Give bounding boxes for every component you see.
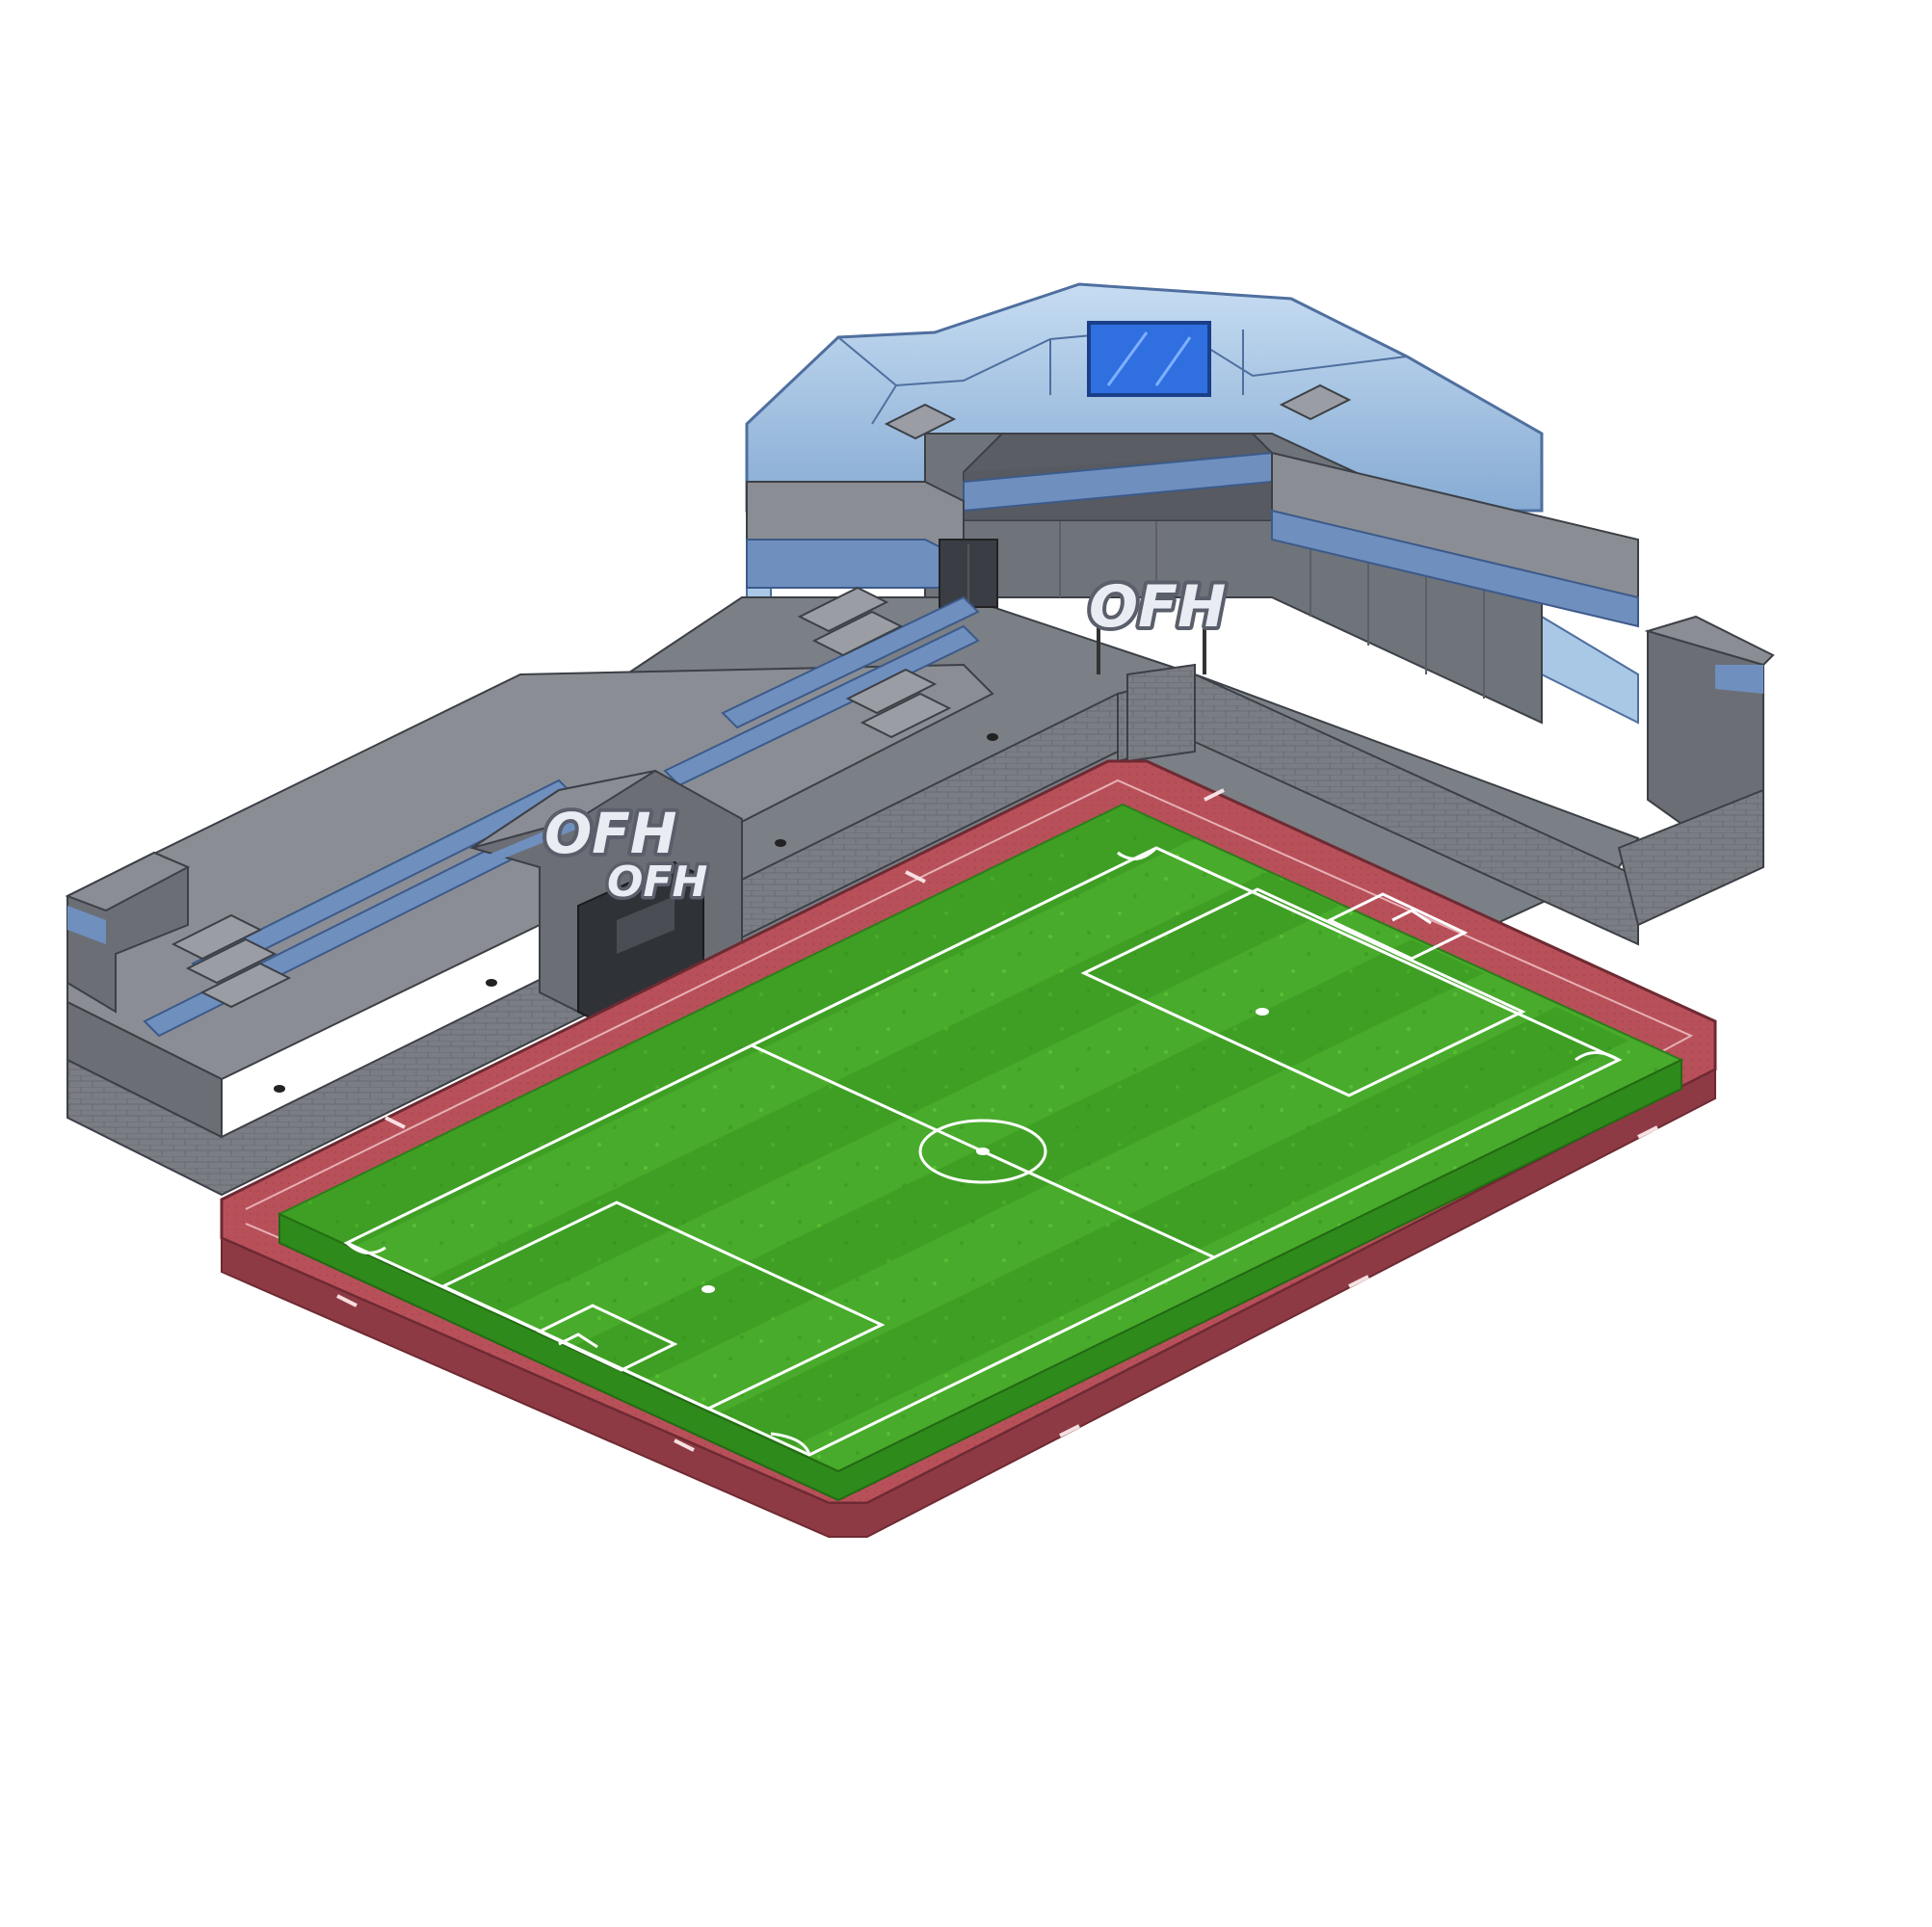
- ofh-sign-main-text: OFH: [1089, 573, 1226, 641]
- football-pitch: [277, 803, 1684, 1502]
- speaker-icon: [987, 733, 998, 741]
- speaker-icon: [486, 979, 497, 987]
- speaker-icon: [274, 1085, 285, 1093]
- scoreboard-screen-icon: [1087, 321, 1211, 397]
- ofh-sign-lower-text: OFH: [607, 858, 707, 907]
- goal-icon: [1391, 909, 1432, 925]
- stairs-icon: [171, 383, 1352, 1009]
- penalty-spot-left: [701, 1285, 715, 1293]
- centre-spot: [976, 1148, 990, 1155]
- penalty-spot-right: [1256, 1008, 1269, 1016]
- concourse-front-wall: [1117, 663, 1764, 946]
- speaker-icon: [775, 839, 786, 847]
- goal-icon: [558, 1333, 598, 1349]
- ofh-sign-upper-text: OFH: [544, 801, 676, 866]
- main-ofh-sign: OFH: [1085, 569, 1230, 674]
